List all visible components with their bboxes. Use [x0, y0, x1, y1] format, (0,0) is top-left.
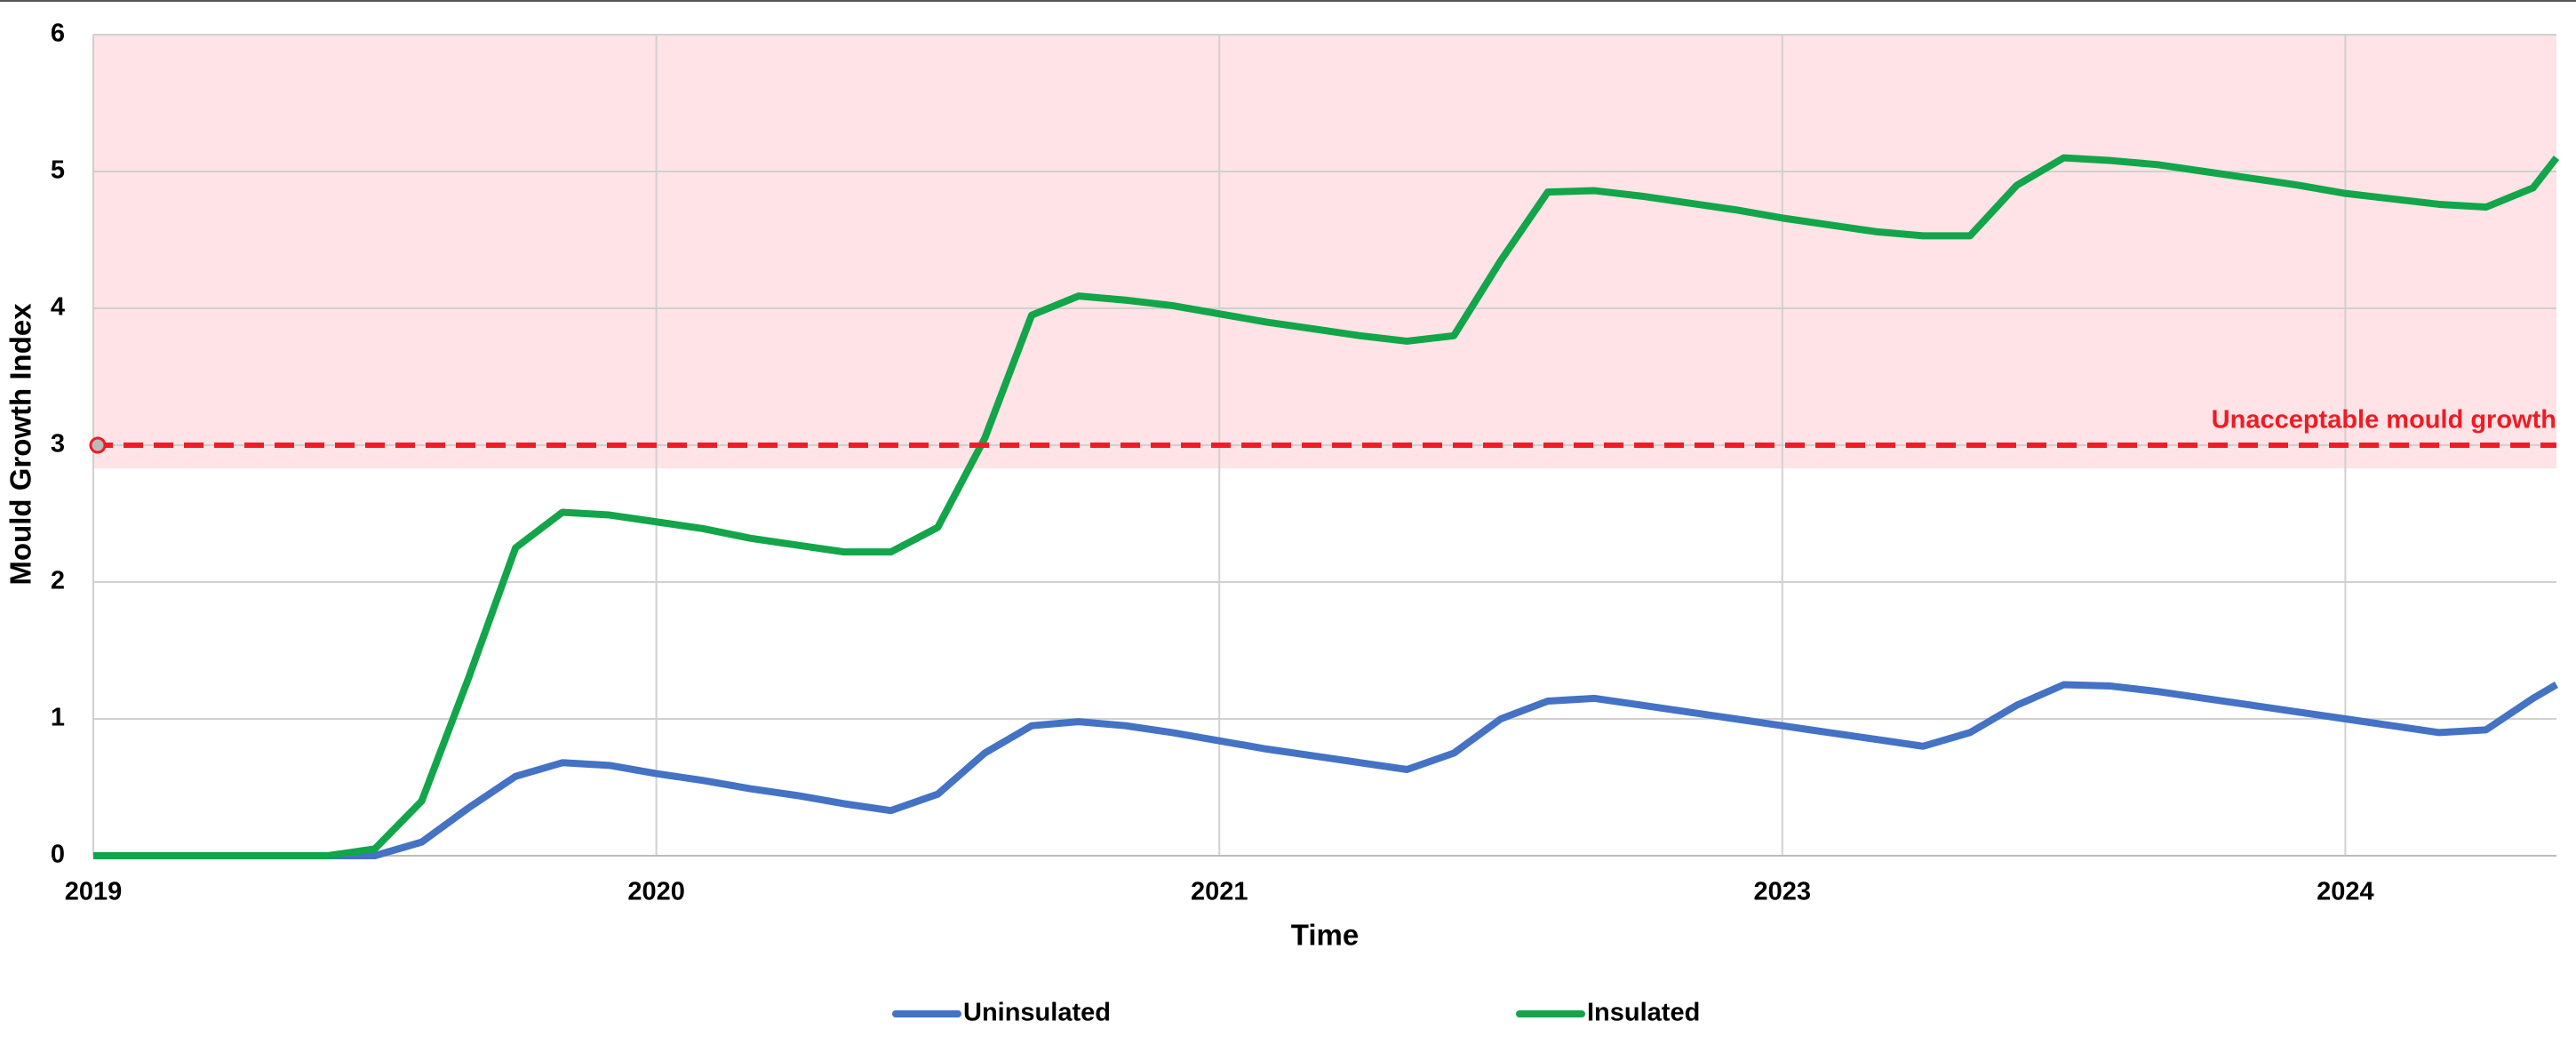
unacceptable-zone [93, 35, 2556, 469]
y-tick-label: 0 [51, 841, 65, 869]
x-tick-label: 2019 [65, 878, 123, 906]
y-axis-title: Mould Growth Index [4, 303, 37, 586]
legend-label: Uninsulated [963, 999, 1111, 1027]
threshold-label: Unacceptable mould growth [2212, 406, 2556, 435]
y-tick-label: 2 [51, 567, 65, 595]
series-line [93, 154, 2560, 859]
x-tick-label: 2020 [627, 878, 685, 906]
y-tick-label: 4 [51, 293, 65, 322]
y-tick-label: 1 [51, 704, 65, 732]
x-tick-label: 2021 [1191, 878, 1248, 906]
y-tick-label: 5 [51, 156, 65, 185]
threshold-marker [89, 436, 107, 454]
y-tick-label: 3 [51, 430, 65, 459]
x-tick-label: 2023 [1754, 878, 1812, 906]
series-line [93, 681, 2559, 859]
legend-label: Insulated [1587, 999, 1700, 1027]
x-tick-label: 2024 [2317, 878, 2374, 906]
y-tick-label: 6 [51, 20, 65, 48]
x-axis-title: Time [1291, 919, 1359, 952]
